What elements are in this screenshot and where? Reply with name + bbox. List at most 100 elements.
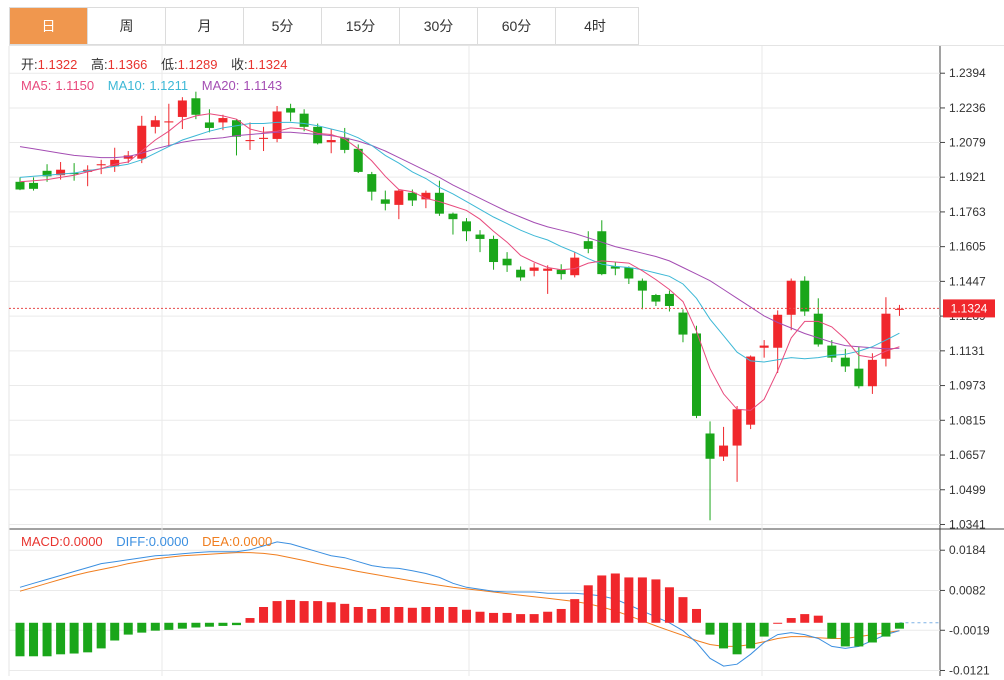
macd-histogram-bar: [69, 622, 79, 654]
low-label: 低:: [161, 57, 178, 72]
ma5-label: MA5:: [21, 78, 51, 93]
macd-histogram-bar: [110, 622, 120, 641]
macd-histogram-bar: [746, 622, 756, 649]
macd-histogram-bar: [597, 575, 607, 623]
y-tick-label: 1.1447: [949, 274, 986, 288]
tab-60min[interactable]: 60分: [478, 8, 556, 44]
candle-body: [678, 312, 688, 335]
candle-body: [516, 269, 526, 278]
macd-histogram-bar: [313, 601, 323, 623]
period-tabs: 日 周 月 5分 15分 30分 60分 4时: [9, 7, 639, 45]
candle-body: [692, 333, 701, 416]
macd-histogram-bar: [543, 611, 553, 623]
candle-body: [231, 120, 241, 137]
macd-histogram-bar: [218, 622, 228, 626]
macd-histogram-bar: [800, 614, 810, 623]
ma20-value: 1.1143: [243, 78, 282, 93]
y-tick-label: 1.2394: [949, 66, 986, 80]
macd-histogram-bar: [516, 614, 526, 623]
candle-body: [746, 356, 756, 425]
tab-30min[interactable]: 30分: [400, 8, 478, 44]
macd-histogram-bar: [204, 622, 214, 627]
ma10-line: [19, 121, 900, 363]
ma10-value: 1.1211: [149, 78, 188, 93]
close-label: 收:: [231, 57, 248, 72]
candle-body: [42, 170, 52, 177]
grid: [8, 46, 1004, 676]
candle-body: [380, 199, 390, 204]
y-tick-label: 1.0815: [949, 413, 986, 427]
candle-body: [637, 280, 647, 291]
candle-body: [259, 137, 269, 139]
macd-histogram-bar: [624, 577, 634, 623]
candle-body: [719, 445, 729, 457]
candle-body: [461, 221, 471, 232]
candle-body: [286, 108, 296, 113]
tabs-divider: [9, 45, 1004, 46]
macd-histogram-bar: [570, 599, 580, 623]
macd-histogram-bar: [461, 609, 471, 623]
candle-body: [624, 267, 634, 279]
candle-body: [489, 238, 499, 263]
current-price-badge: 1.1324: [943, 299, 995, 318]
macd-histogram-bar: [191, 622, 201, 628]
y-tick-label: 1.2079: [949, 135, 986, 149]
macd-histogram-bar: [719, 622, 729, 649]
candle-body: [610, 266, 620, 269]
tab-15min[interactable]: 15分: [322, 8, 400, 44]
candle-body: [326, 140, 336, 143]
macd-histogram-bar: [651, 579, 661, 623]
close-value: 1.1324: [248, 57, 288, 72]
candle-body: [110, 159, 120, 167]
macd-histogram-bar: [475, 611, 485, 623]
candle-body: [651, 295, 661, 302]
candle-body: [448, 213, 458, 220]
tab-month[interactable]: 月: [166, 8, 244, 44]
macd-histogram-bar: [813, 615, 823, 623]
open-value: 1.1322: [38, 57, 78, 72]
macd-histogram-bar: [394, 607, 404, 623]
macd-histogram-bar: [286, 599, 296, 623]
candle-body: [583, 241, 593, 249]
candle-body: [204, 122, 214, 128]
macd-histogram-bar: [678, 597, 688, 623]
macd-histogram-bar: [123, 622, 133, 635]
candle-body: [407, 192, 417, 201]
candle-body: [705, 433, 715, 459]
macd-histogram-bar: [407, 607, 417, 623]
tab-week[interactable]: 周: [88, 8, 166, 44]
candle-body: [827, 345, 837, 358]
macd-histogram-bar: [259, 607, 269, 623]
candle-body: [773, 314, 783, 348]
tab-4hour[interactable]: 4时: [584, 18, 606, 34]
macd-value: 0.0000: [63, 534, 103, 549]
ma-legend: MA5: 1.1150 MA10: 1.1211 MA20: 1.1143: [21, 78, 282, 93]
tab-day[interactable]: 日: [10, 8, 88, 44]
candle-body: [597, 231, 607, 275]
y-tick-label: 1.0499: [949, 483, 986, 497]
macd-histogram-bar: [434, 607, 444, 623]
candle-body: [96, 164, 106, 166]
macd-histogram-bar: [380, 607, 390, 623]
candle-body: [69, 173, 79, 175]
y-tick-label: 1.1605: [949, 240, 986, 254]
macd-histogram-bar: [583, 585, 593, 623]
macd-histogram-bar: [786, 618, 796, 623]
macd-histogram-bar: [177, 622, 187, 629]
y-tick-label: 1.0973: [949, 379, 986, 393]
candle-body: [56, 169, 66, 176]
macd-histogram-bar: [705, 622, 715, 635]
candle-body: [164, 121, 174, 123]
candle-body: [272, 111, 282, 139]
macd-tick-label: -0.0019: [949, 623, 990, 637]
tab-5min[interactable]: 5分: [244, 8, 322, 44]
candle-body: [840, 357, 850, 367]
candle-body: [29, 182, 39, 189]
high-value: 1.1366: [108, 57, 148, 72]
macd-histogram-bar: [556, 608, 566, 623]
candle-body: [475, 234, 485, 239]
y-tick-label: 1.1131: [949, 344, 985, 358]
macd-histogram-bar: [56, 622, 66, 655]
diff-label: DIFF:: [116, 534, 149, 549]
